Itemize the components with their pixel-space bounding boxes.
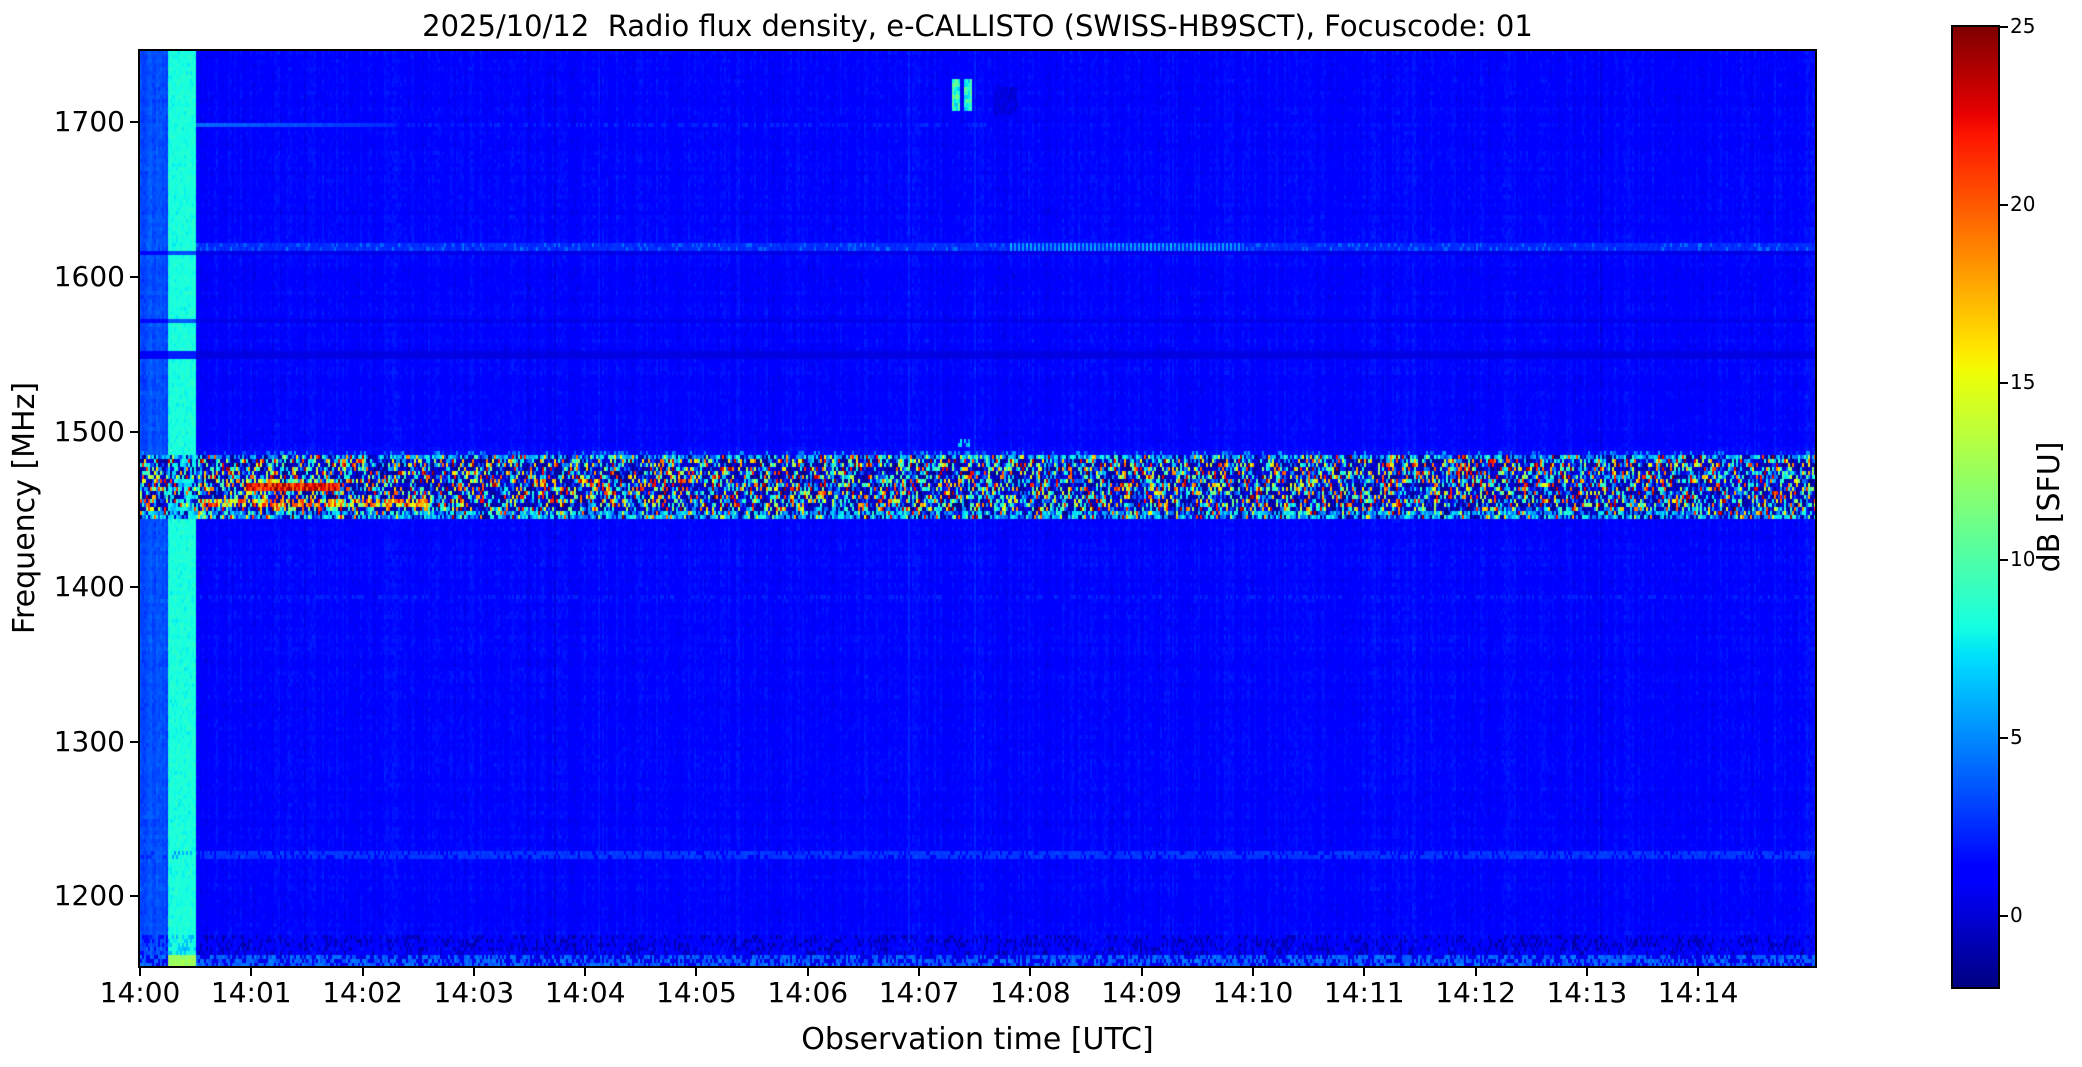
x-axis-label: Observation time [UTC]: [801, 1022, 1154, 1057]
y-tick-mark: [130, 121, 138, 124]
colorbar-tick-label: 15: [2010, 369, 2036, 394]
x-tick-label: 14:00: [99, 976, 181, 1009]
y-tick-mark: [130, 585, 138, 588]
colorbar-tick-label: 10: [2010, 547, 2036, 572]
x-tick-mark: [1585, 968, 1588, 976]
x-tick-mark: [1140, 968, 1143, 976]
y-tick-mark: [130, 740, 138, 743]
y-tick-label: 1700: [53, 105, 125, 139]
colorbar-tick-label: 25: [2010, 14, 2036, 38]
x-tick-label: 14:11: [1323, 976, 1405, 1009]
y-tick-label: 1200: [53, 879, 125, 913]
y-tick-mark: [130, 430, 138, 433]
x-tick-label: 14:07: [878, 976, 960, 1009]
colorbar-tick-mark: [2000, 203, 2008, 206]
x-tick-mark: [1363, 968, 1366, 976]
x-tick-mark: [472, 968, 475, 976]
x-tick-mark: [695, 968, 698, 976]
y-tick-mark: [130, 895, 138, 898]
x-tick-label: 14:06: [767, 976, 849, 1009]
x-tick-label: 14:01: [210, 976, 292, 1009]
chart-title: 2025/10/12 Radio flux density, e-CALLIST…: [422, 9, 1533, 43]
y-tick-label: 1300: [53, 724, 125, 758]
x-tick-mark: [1029, 968, 1032, 976]
colorbar-tick-label: 5: [2010, 725, 2023, 750]
y-tick-label: 1500: [53, 414, 125, 448]
x-tick-label: 14:09: [1101, 976, 1182, 1009]
y-tick-mark: [130, 276, 138, 279]
x-tick-mark: [918, 968, 921, 976]
x-tick-mark: [584, 968, 587, 976]
x-tick-label: 14:05: [656, 976, 737, 1009]
x-tick-mark: [1697, 968, 1700, 976]
spectrogram-canvas: [140, 51, 1815, 966]
colorbar-tick-label: 0: [2010, 902, 2023, 927]
colorbar-label: dB [SFU]: [2032, 441, 2067, 573]
x-tick-mark: [361, 968, 364, 976]
colorbar-tick-mark: [2000, 381, 2008, 384]
colorbar-tick-mark: [2000, 737, 2008, 740]
x-tick-label: 14:08: [990, 976, 1071, 1009]
x-tick-mark: [1251, 968, 1254, 976]
colorbar-tick-mark: [2000, 26, 2008, 28]
x-tick-mark: [139, 968, 141, 976]
x-tick-mark: [806, 968, 809, 976]
colorbar-tick-mark: [2000, 559, 2008, 562]
colorbar-canvas: [1953, 27, 1998, 987]
x-tick-label: 14:02: [322, 976, 403, 1009]
x-tick-label: 14:03: [433, 976, 515, 1009]
x-tick-label: 14:12: [1435, 976, 1516, 1009]
x-tick-mark: [1474, 968, 1477, 976]
plot-frame: [138, 49, 1817, 968]
colorbar-tick-label: 20: [2010, 191, 2036, 216]
x-tick-label: 14:14: [1657, 976, 1739, 1009]
x-tick-mark: [250, 968, 253, 976]
y-axis-label: Frequency [MHz]: [7, 381, 42, 635]
x-tick-label: 14:04: [544, 976, 626, 1009]
y-tick-label: 1400: [53, 569, 125, 603]
x-tick-label: 14:13: [1546, 976, 1628, 1009]
colorbar-frame: [1951, 25, 2000, 989]
x-tick-label: 14:10: [1212, 976, 1294, 1009]
colorbar-tick-mark: [2000, 914, 2008, 917]
y-tick-label: 1600: [53, 260, 125, 294]
